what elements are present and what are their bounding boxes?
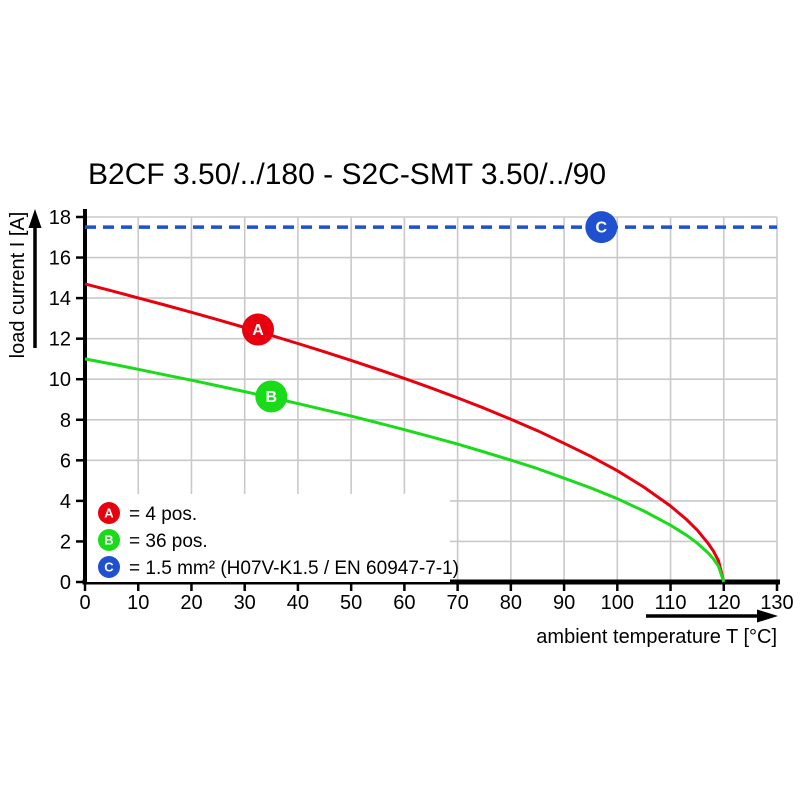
legend-marker-C-icon — [98, 556, 120, 578]
x-tick-label: 100 — [601, 592, 634, 614]
curve-A — [84, 282, 726, 583]
curve-marker-A-letter: A — [252, 322, 264, 339]
legend-marker-B-icon — [98, 529, 120, 551]
y-tick-label: 4 — [60, 491, 71, 513]
y-tick-label: 16 — [49, 248, 71, 270]
x-axis-label: ambient temperature T [°C] — [536, 626, 777, 648]
y-axis-arrowhead-icon — [28, 209, 42, 228]
y-tick-label: 8 — [60, 410, 71, 432]
legend-background — [87, 494, 450, 582]
y-tick-label: 18 — [49, 207, 71, 229]
series-curves — [84, 225, 777, 583]
y-tick-label: 6 — [60, 450, 71, 472]
curve-marker-B-letter: B — [266, 389, 278, 406]
x-tick-label: 40 — [287, 592, 309, 614]
curve-marker-A-icon — [242, 313, 275, 346]
legend-label-A: = 4 pos. — [129, 504, 197, 525]
curve-marker-C-letter: C — [596, 220, 608, 237]
curve-marker-C: C — [585, 211, 618, 244]
y-tick-label: 12 — [49, 329, 71, 351]
curve-B — [84, 357, 726, 583]
y-tick-label: 0 — [60, 572, 71, 594]
x-axis-arrow-icon — [646, 609, 778, 623]
x-tick-label: 0 — [79, 592, 90, 614]
x-tick-label: 70 — [446, 592, 468, 614]
legend-label-B: = 36 pos. — [129, 531, 208, 552]
series-markers: A B C — [242, 211, 618, 413]
legend-marker-C-letter: C — [104, 560, 114, 575]
x-tick-label: 90 — [553, 592, 575, 614]
legend-marker-B-letter: B — [104, 533, 113, 548]
y-axis-label: load current I [A] — [7, 212, 29, 359]
legend: A = 4 pos. B = 36 pos. C = 1.5 mm² (H07V… — [87, 494, 459, 582]
legend-item-C: C = 1.5 mm² (H07V-K1.5 / EN 60947-7-1) — [98, 556, 459, 579]
chart-title: B2CF 3.50/../180 - S2C-SMT 3.50/../90 — [88, 158, 606, 191]
x-tick-label: 50 — [340, 592, 362, 614]
x-tick-label: 20 — [180, 592, 202, 614]
axis-ticks: 0 10 20 30 40 50 60 70 80 90 100 110 120 130 0 2 4 6 8 10 12… — [49, 207, 794, 614]
y-tick-label: 10 — [49, 369, 71, 391]
x-tick-label: 10 — [127, 592, 149, 614]
curve-marker-B-icon — [255, 380, 288, 413]
curve-marker-A: A — [242, 313, 275, 346]
legend-marker-A-icon — [98, 502, 120, 524]
x-axis-arrowhead-icon — [757, 609, 778, 623]
x-tick-label: 80 — [500, 592, 522, 614]
y-tick-label: 14 — [49, 288, 71, 310]
legend-item-B: B = 36 pos. — [98, 529, 208, 552]
x-tick-label: 120 — [707, 592, 740, 614]
x-tick-label: 30 — [234, 592, 256, 614]
y-axis-arrow-icon — [28, 209, 42, 348]
legend-item-A: A = 4 pos. — [98, 502, 197, 525]
x-tick-label: 60 — [393, 592, 415, 614]
x-tick-label: 130 — [760, 592, 793, 614]
curve-marker-C-icon — [585, 211, 618, 244]
legend-label-C: = 1.5 mm² (H07V-K1.5 / EN 60947-7-1) — [129, 558, 459, 579]
y-tick-label: 2 — [60, 531, 71, 553]
legend-marker-A-letter: A — [104, 506, 114, 521]
x-tick-label: 110 — [655, 592, 687, 614]
curve-marker-B: B — [255, 380, 288, 413]
